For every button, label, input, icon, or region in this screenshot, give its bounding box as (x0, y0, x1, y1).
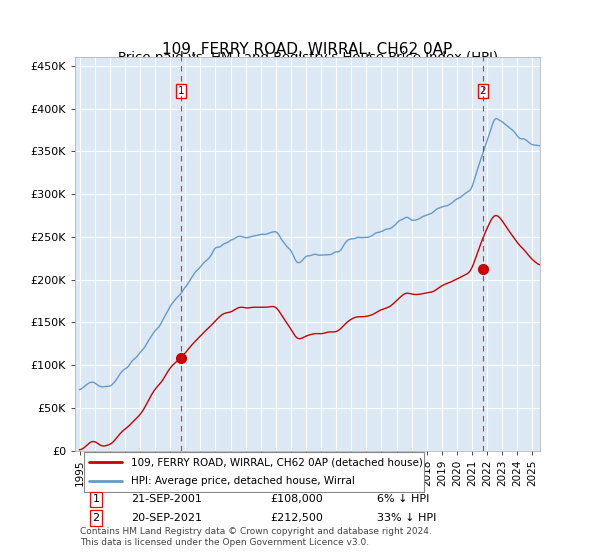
Text: 6% ↓ HPI: 6% ↓ HPI (377, 494, 430, 505)
FancyBboxPatch shape (84, 452, 424, 492)
Text: £212,500: £212,500 (270, 513, 323, 523)
Text: 1: 1 (92, 494, 100, 505)
Text: 1: 1 (178, 86, 184, 96)
Text: 20-SEP-2021: 20-SEP-2021 (131, 513, 202, 523)
Text: 109, FERRY ROAD, WIRRAL, CH62 0AP: 109, FERRY ROAD, WIRRAL, CH62 0AP (163, 42, 452, 57)
Text: 2: 2 (92, 513, 100, 523)
Text: HPI: Average price, detached house, Wirral: HPI: Average price, detached house, Wirr… (131, 476, 355, 486)
Text: Contains HM Land Registry data © Crown copyright and database right 2024.
This d: Contains HM Land Registry data © Crown c… (80, 528, 431, 547)
Text: Price paid vs. HM Land Registry's House Price Index (HPI): Price paid vs. HM Land Registry's House … (118, 51, 497, 64)
Text: 33% ↓ HPI: 33% ↓ HPI (377, 513, 437, 523)
Text: 21-SEP-2001: 21-SEP-2001 (131, 494, 202, 505)
Text: 109, FERRY ROAD, WIRRAL, CH62 0AP (detached house): 109, FERRY ROAD, WIRRAL, CH62 0AP (detac… (131, 458, 422, 468)
Text: 2: 2 (479, 86, 486, 96)
Text: £108,000: £108,000 (270, 494, 323, 505)
